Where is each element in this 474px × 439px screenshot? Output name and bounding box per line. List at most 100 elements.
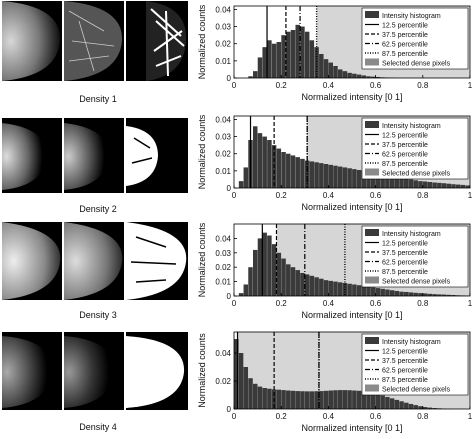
histogram-bar xyxy=(399,177,404,188)
legend-label: 37.5 percentile xyxy=(382,142,428,149)
x-tick-label: 0.8 xyxy=(417,412,429,421)
x-tick-label: 0.2 xyxy=(276,191,288,200)
histogram-bar xyxy=(418,293,423,296)
histogram-bar xyxy=(404,291,409,296)
histogram-bar xyxy=(465,185,470,188)
x-axis-label: Normalized intensity [0 1] xyxy=(301,310,402,320)
histogram-bar xyxy=(385,289,390,296)
x-tick-label: 1 xyxy=(468,81,473,90)
histogram-bar xyxy=(460,184,466,188)
y-tick-label: 0.03 xyxy=(215,133,231,142)
x-tick-label: 0.4 xyxy=(323,81,335,90)
histogram-bar xyxy=(314,162,319,188)
histogram-bar xyxy=(333,390,338,409)
histogram-bar xyxy=(333,66,338,78)
histogram-bar xyxy=(323,390,329,409)
histogram-bar xyxy=(286,390,291,409)
histogram-bar xyxy=(300,158,305,188)
histogram-bar xyxy=(356,74,362,78)
legend-label: Selected dense pixels xyxy=(382,61,451,68)
histogram-bar xyxy=(309,275,315,296)
x-tick-label: 0 xyxy=(232,81,237,90)
plot-frame xyxy=(233,115,471,189)
histogram-bar xyxy=(319,54,324,78)
legend-label: 87.5 percentile xyxy=(382,51,428,58)
histogram-bar xyxy=(347,390,352,409)
histogram-bar xyxy=(304,391,310,409)
histogram-bar xyxy=(375,394,381,409)
histogram-bar xyxy=(248,76,253,78)
x-tick-label: 0.2 xyxy=(276,81,288,90)
histogram-bar xyxy=(361,391,367,409)
histogram-bar xyxy=(323,280,329,296)
legend-label: Intensity histogram xyxy=(382,339,441,346)
histogram-bar xyxy=(352,284,357,296)
histogram-bar xyxy=(276,252,282,296)
histogram-bar xyxy=(370,393,376,409)
mammogram-dense-mask-4 xyxy=(126,332,188,410)
y-tick-label: 0.03 xyxy=(215,249,231,258)
histogram-bar xyxy=(262,136,267,188)
histogram-bar xyxy=(427,407,433,409)
histogram-bar xyxy=(361,170,367,188)
density-caption: Density 1 xyxy=(79,94,117,104)
histogram-bar xyxy=(238,353,244,409)
legend-swatch-histogram xyxy=(365,11,379,18)
legend-label: Selected dense pixels xyxy=(382,171,451,178)
histogram-bar xyxy=(418,181,423,188)
histogram-bar xyxy=(342,390,348,409)
histogram-bar xyxy=(375,288,381,296)
histogram-bar xyxy=(399,291,404,296)
histogram-bar xyxy=(300,26,305,79)
x-tick-label: 0.6 xyxy=(370,299,382,308)
histogram-bar xyxy=(328,164,334,188)
histogram-bar xyxy=(267,388,272,409)
y-tick-label: 0.04 xyxy=(215,5,231,14)
histogram-bar xyxy=(394,399,400,409)
y-tick-label: 0.01 xyxy=(215,278,231,287)
histogram-bar xyxy=(257,133,263,188)
histogram-bar xyxy=(361,285,367,296)
histogram-bar xyxy=(366,76,371,78)
histogram-bar xyxy=(437,294,442,296)
legend-label: 37.5 percentile xyxy=(382,32,428,39)
histogram-bar xyxy=(399,401,404,409)
histogram-bar xyxy=(267,140,272,188)
plot-frame xyxy=(233,5,471,79)
histogram-bar xyxy=(366,392,371,409)
legend-label: 12.5 percentile xyxy=(382,241,428,248)
histogram-bar xyxy=(347,72,352,78)
histogram-plot-3: 0 0.2 0.4 0.6 0.8 1 0 0.01 0.02 0.03 0.04 Normalize… xyxy=(197,222,473,320)
figure-row-4: Density 4 0 0.2 0.4 0.6 0.8 1 0 0.02 0.04 Normali… xyxy=(0,326,474,439)
legend-label: 37.5 percentile xyxy=(382,250,428,257)
x-tick-label: 0.6 xyxy=(370,412,382,421)
histogram-bar xyxy=(304,274,310,296)
y-tick-label: 0 xyxy=(227,292,232,301)
legend-label: 37.5 percentile xyxy=(382,358,428,365)
density-caption: Density 2 xyxy=(79,204,117,214)
y-tick-label: 0.04 xyxy=(215,349,231,358)
x-tick-label: 0.6 xyxy=(370,81,382,90)
y-tick-label: 0.02 xyxy=(215,263,231,272)
histogram-bar xyxy=(356,170,362,188)
mammogram-filtered-1 xyxy=(64,1,124,81)
y-tick-label: 0.03 xyxy=(215,23,231,32)
histogram-bar xyxy=(281,35,286,78)
legend-label: Intensity histogram xyxy=(382,13,441,20)
y-axis-label: Normalized counts xyxy=(197,333,207,408)
histogram-bar xyxy=(394,290,400,296)
histogram-bar xyxy=(319,163,324,188)
x-tick-label: 0 xyxy=(232,412,237,421)
mammogram-filtered-3 xyxy=(64,222,124,300)
y-tick-label: 0.02 xyxy=(215,40,231,49)
x-tick-label: 0.4 xyxy=(323,412,335,421)
mammogram-original-3 xyxy=(2,222,62,300)
figure-row-3: Density 3 0 0.2 0.4 0.6 0.8 1 0 0.01 0.02 0.03 0.0… xyxy=(0,218,474,326)
histogram-bar xyxy=(370,76,376,78)
legend-label: Intensity histogram xyxy=(382,123,441,130)
histogram-bar xyxy=(276,42,282,78)
legend-label: 62.5 percentile xyxy=(382,260,428,267)
histogram-bar xyxy=(446,294,452,296)
histogram-bar xyxy=(309,391,315,409)
histogram-bar xyxy=(281,390,286,409)
